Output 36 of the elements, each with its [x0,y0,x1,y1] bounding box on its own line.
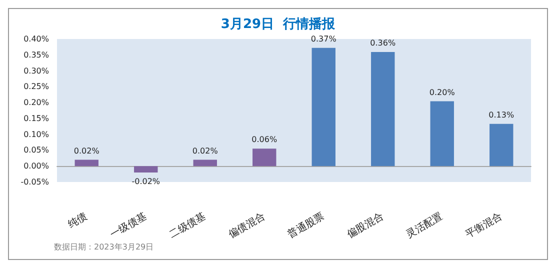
data-label: 0.06% [252,135,278,144]
y-tick-label: 0.25% [24,82,50,92]
bar [490,124,514,166]
data-label: 0.13% [488,110,514,120]
bar [430,101,454,166]
data-label: 0.36% [370,38,396,48]
x-tick-label: 偏债混合 [226,210,268,241]
data-label: 0.20% [429,88,456,97]
data-label: 0.37% [310,34,337,44]
y-tick-label: 0.10% [24,130,50,139]
bar [252,148,276,166]
x-tick-label: 一级债基 [108,210,149,241]
y-tick-label: 0.15% [24,114,50,123]
text: 数据日期：2023年3月29日 [54,242,154,252]
x-tick-label: 纯债 [66,210,90,231]
bar [193,160,217,166]
bar [312,48,336,166]
y-tick-label: 0.20% [24,98,50,108]
data-label: -0.02% [132,176,160,186]
x-tick-label: 偏股混合 [344,210,386,241]
x-tick-label: 二级债基 [167,210,208,241]
bar [134,166,158,172]
bar [74,160,98,166]
chart-title: 3月29日 行情播报 [220,17,336,32]
y-tick-label: 0.35% [24,50,50,60]
x-tick-label: 灵活配置 [404,210,445,241]
y-tick-label: 0.40% [24,34,50,44]
x-tick-label: 普通股票 [286,210,326,241]
y-tick-label: 0.00% [24,162,50,171]
y-tick-label: -0.05% [20,178,50,186]
y-tick-label: 0.05% [24,146,50,155]
y-tick-label: 0.30% [24,66,50,76]
x-tick-label: 平衡混合 [463,210,504,241]
data-label: 0.02% [74,146,100,156]
data-label: 0.02% [192,146,218,156]
bar [371,52,395,166]
